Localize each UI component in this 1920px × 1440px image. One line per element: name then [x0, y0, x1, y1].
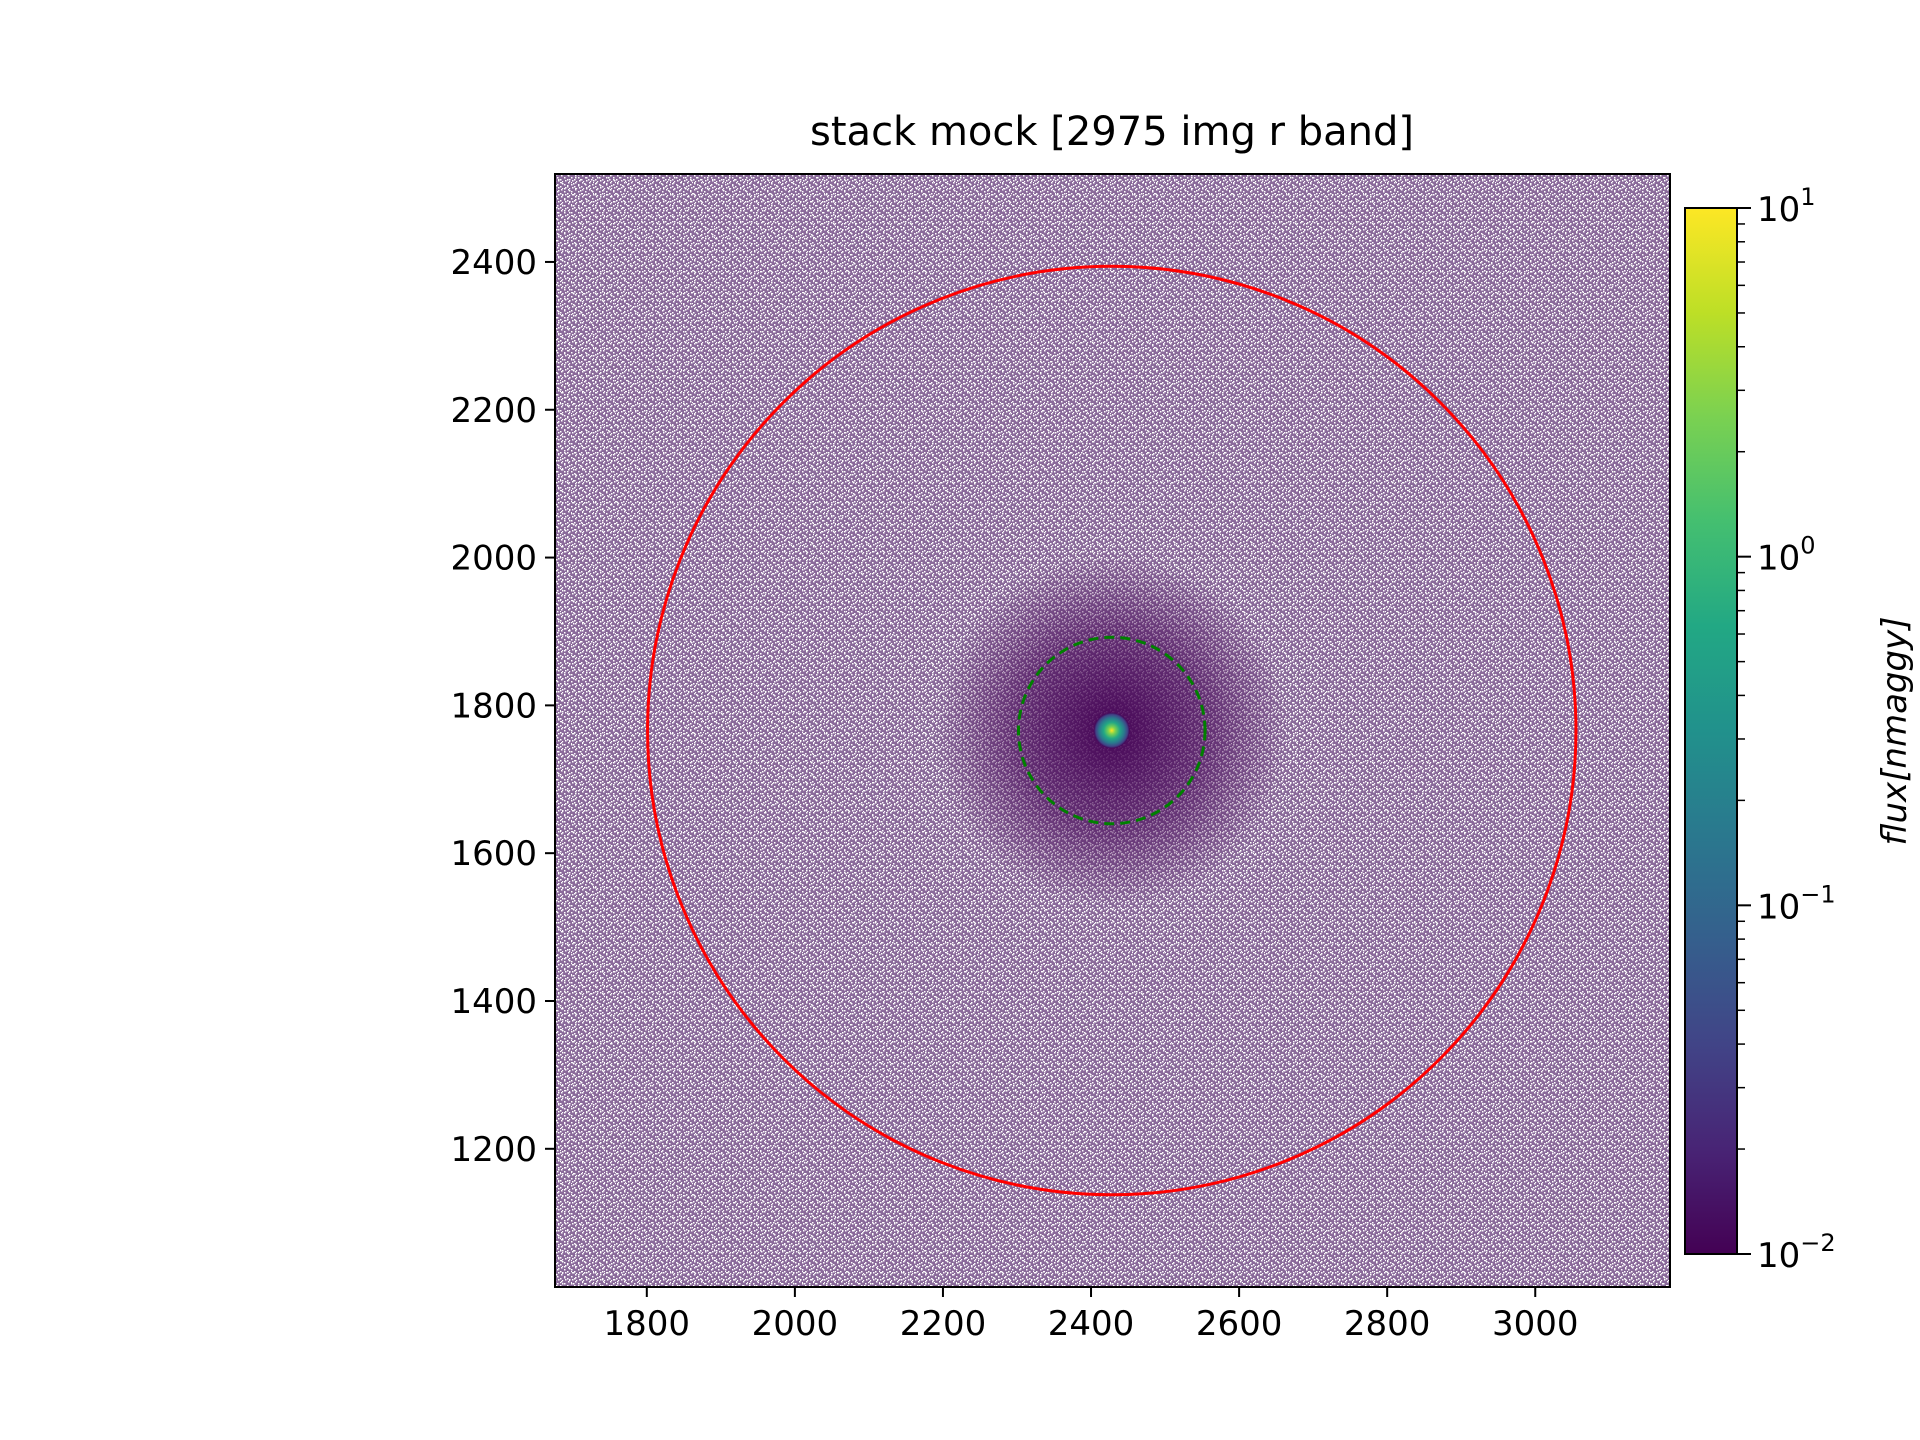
y-tick-label: 1400 — [450, 982, 537, 1022]
y-tick-label: 1600 — [450, 834, 537, 874]
x-tick-label: 2000 — [752, 1304, 839, 1344]
colorbar-tick-label: 10−2 — [1757, 1229, 1836, 1276]
colorbar-label: flux[nmaggy] — [1875, 617, 1915, 846]
y-tick-label: 2200 — [450, 391, 537, 431]
x-tick-label: 2400 — [1048, 1304, 1135, 1344]
x-tick-label: 1800 — [604, 1304, 691, 1344]
colorbar-tick-label: 10−1 — [1757, 880, 1836, 927]
inner-aperture-circle — [1016, 635, 1207, 826]
source-core — [1093, 712, 1130, 749]
colorbar-tick-label: 100 — [1757, 532, 1816, 579]
y-tick-label: 2400 — [450, 243, 537, 283]
y-tick-label: 1800 — [450, 686, 537, 726]
chart-title: stack mock [2975 img r band] — [810, 109, 1414, 155]
x-axis: 1800 2000 2200 2400 2600 2800 3000 — [604, 1287, 1579, 1344]
y-axis: 1200 1400 1600 1800 2000 2200 2400 — [450, 243, 555, 1170]
x-tick-label: 3000 — [1492, 1304, 1579, 1344]
plot-frame — [554, 173, 1671, 1288]
x-tick-label: 2200 — [900, 1304, 987, 1344]
y-tick-label: 2000 — [450, 539, 537, 579]
colorbar-ticks: 101 100 10−1 10−2 — [1737, 183, 1836, 1276]
colorbar — [1684, 207, 1738, 1255]
outer-aperture-circle — [646, 264, 1578, 1197]
x-tick-label: 2600 — [1196, 1304, 1283, 1344]
colorbar-tick-label: 101 — [1757, 183, 1816, 230]
x-tick-label: 2800 — [1344, 1304, 1431, 1344]
y-tick-label: 1200 — [450, 1130, 537, 1170]
heatmap-image — [555, 174, 1670, 1287]
